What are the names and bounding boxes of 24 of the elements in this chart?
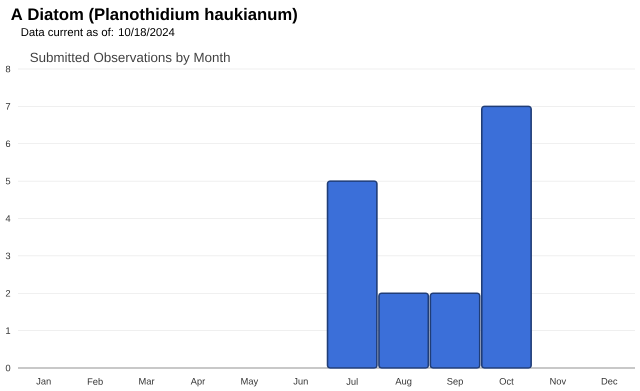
chart-subtitle: Data current as of: 10/18/2024 xyxy=(22,28,175,36)
x-tick-label: Oct xyxy=(500,378,514,385)
y-tick-label: 6 xyxy=(6,140,10,148)
x-tick-label: Mar xyxy=(139,378,154,385)
y-tick-label: 0 xyxy=(6,364,10,372)
x-tick-label: Dec xyxy=(602,378,618,385)
x-tick-label: Jan xyxy=(36,378,51,385)
x-tick-label: May xyxy=(241,378,258,386)
y-tick-label: 7 xyxy=(6,103,10,110)
y-tick-label: 4 xyxy=(6,215,10,222)
text: Submitted Observations by Month xyxy=(30,52,230,65)
y-tick-label: 5 xyxy=(6,178,10,184)
y-tick-label: 3 xyxy=(6,252,10,260)
y-tick-label: 1 xyxy=(6,327,10,334)
x-tick-label: Nov xyxy=(550,378,566,385)
y-tick-label: 2 xyxy=(6,290,10,297)
x-tick-label: Feb xyxy=(88,378,103,385)
x-tick-label: Sep xyxy=(447,378,463,387)
chart-title: A Diatom (Planothidium haukianum) xyxy=(11,8,297,24)
x-tick-label: Jul xyxy=(346,378,358,385)
y-tick-label: 8 xyxy=(6,66,10,72)
x-tick-label: Aug xyxy=(395,378,412,386)
x-tick-label: Apr xyxy=(190,378,206,386)
x-tick-label: Jun xyxy=(293,378,308,385)
